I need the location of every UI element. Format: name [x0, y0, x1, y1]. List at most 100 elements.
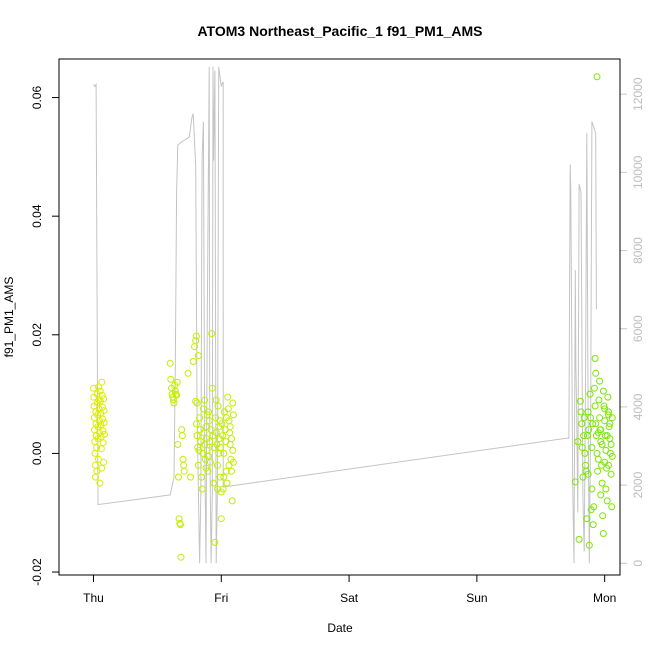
- data-point: [604, 393, 612, 401]
- data-point: [220, 473, 228, 481]
- data-point: [193, 432, 201, 440]
- scatter-points-layer: [90, 73, 616, 561]
- data-point: [95, 383, 103, 391]
- data-point: [95, 396, 103, 404]
- data-point: [171, 387, 179, 395]
- right-tick-label: 10000: [631, 155, 645, 189]
- data-point: [224, 405, 232, 413]
- right-axis: 0 2000 4000 6000 8000 10000 12000: [619, 77, 645, 567]
- x-tick-label: Fri: [214, 591, 228, 605]
- data-point: [173, 391, 181, 399]
- data-point: [575, 535, 583, 543]
- data-point: [202, 464, 210, 472]
- data-point: [595, 396, 603, 404]
- data-point: [220, 449, 228, 457]
- data-point: [599, 387, 607, 395]
- data-point: [228, 497, 236, 505]
- chart-title: ATOM3 Northeast_Pacific_1 f91_PM1_AMS: [197, 23, 482, 39]
- data-point: [224, 393, 232, 401]
- data-point: [193, 399, 201, 407]
- data-point: [95, 405, 103, 413]
- right-tick-label: 8000: [631, 237, 645, 264]
- data-point: [214, 485, 221, 493]
- data-point: [187, 473, 195, 481]
- right-tick-label: 0: [631, 560, 645, 567]
- y-axis: -0.02 0.00 0.02 0.04 0.06: [30, 86, 59, 586]
- data-point: [167, 375, 175, 383]
- data-point: [583, 515, 591, 523]
- data-point: [96, 387, 104, 395]
- data-point: [219, 432, 227, 440]
- data-point: [594, 429, 602, 437]
- data-point: [200, 429, 208, 437]
- data-point: [576, 397, 584, 405]
- data-point: [192, 332, 200, 340]
- data-point: [228, 467, 235, 475]
- data-point: [598, 479, 606, 487]
- x-tick-label: Mon: [593, 591, 616, 605]
- data-point: [194, 352, 202, 360]
- y-axis-label: f91_PM1_AMS: [2, 277, 16, 358]
- data-point: [590, 503, 598, 511]
- data-point: [90, 384, 97, 392]
- data-point: [579, 473, 587, 481]
- data-point: [603, 432, 611, 440]
- data-point: [580, 432, 588, 440]
- y-tick-label: -0.02: [30, 558, 44, 586]
- data-point: [96, 479, 104, 487]
- data-point: [591, 355, 599, 362]
- data-point: [594, 467, 602, 475]
- data-point: [608, 452, 616, 460]
- data-point: [229, 458, 237, 466]
- data-point: [93, 444, 101, 451]
- data-point: [222, 414, 230, 422]
- data-point: [586, 390, 594, 398]
- data-point: [179, 455, 187, 463]
- data-point: [571, 478, 579, 486]
- data-point: [589, 420, 596, 428]
- data-point: [597, 491, 605, 499]
- data-point: [98, 464, 106, 472]
- data-point: [189, 358, 197, 365]
- data-point: [599, 512, 607, 520]
- data-point: [212, 396, 220, 404]
- data-point: [605, 423, 613, 431]
- right-tick-label: 6000: [631, 315, 645, 342]
- data-point: [210, 479, 218, 487]
- data-point: [608, 503, 616, 511]
- data-point: [603, 497, 611, 505]
- data-point: [99, 427, 107, 435]
- data-point: [588, 485, 596, 493]
- data-point: [584, 470, 592, 478]
- right-tick-label: 2000: [631, 471, 645, 498]
- data-point: [205, 417, 213, 425]
- data-point: [590, 384, 598, 392]
- data-point: [228, 435, 235, 443]
- data-point: [211, 538, 219, 546]
- data-point: [600, 402, 608, 410]
- data-point: [198, 473, 205, 481]
- data-point: [99, 415, 107, 423]
- data-point: [199, 405, 207, 413]
- data-point: [96, 429, 104, 437]
- data-point: [170, 399, 178, 407]
- data-point: [180, 467, 188, 475]
- data-point: [214, 461, 221, 469]
- data-point: [593, 449, 601, 457]
- data-point: [212, 429, 220, 437]
- data-point: [192, 397, 200, 405]
- data-point: [598, 441, 606, 448]
- x-tick-label: Thu: [83, 591, 104, 605]
- data-point: [100, 407, 108, 415]
- data-point: [593, 73, 601, 81]
- data-point: [98, 391, 106, 399]
- y-tick-label: 0.06: [30, 86, 44, 110]
- data-point: [177, 553, 185, 561]
- data-point: [100, 395, 108, 403]
- data-point: [194, 444, 202, 451]
- plot-frame: [58, 58, 621, 576]
- x-axis-label: Date: [327, 621, 353, 635]
- data-point: [581, 449, 589, 457]
- data-point: [176, 521, 184, 529]
